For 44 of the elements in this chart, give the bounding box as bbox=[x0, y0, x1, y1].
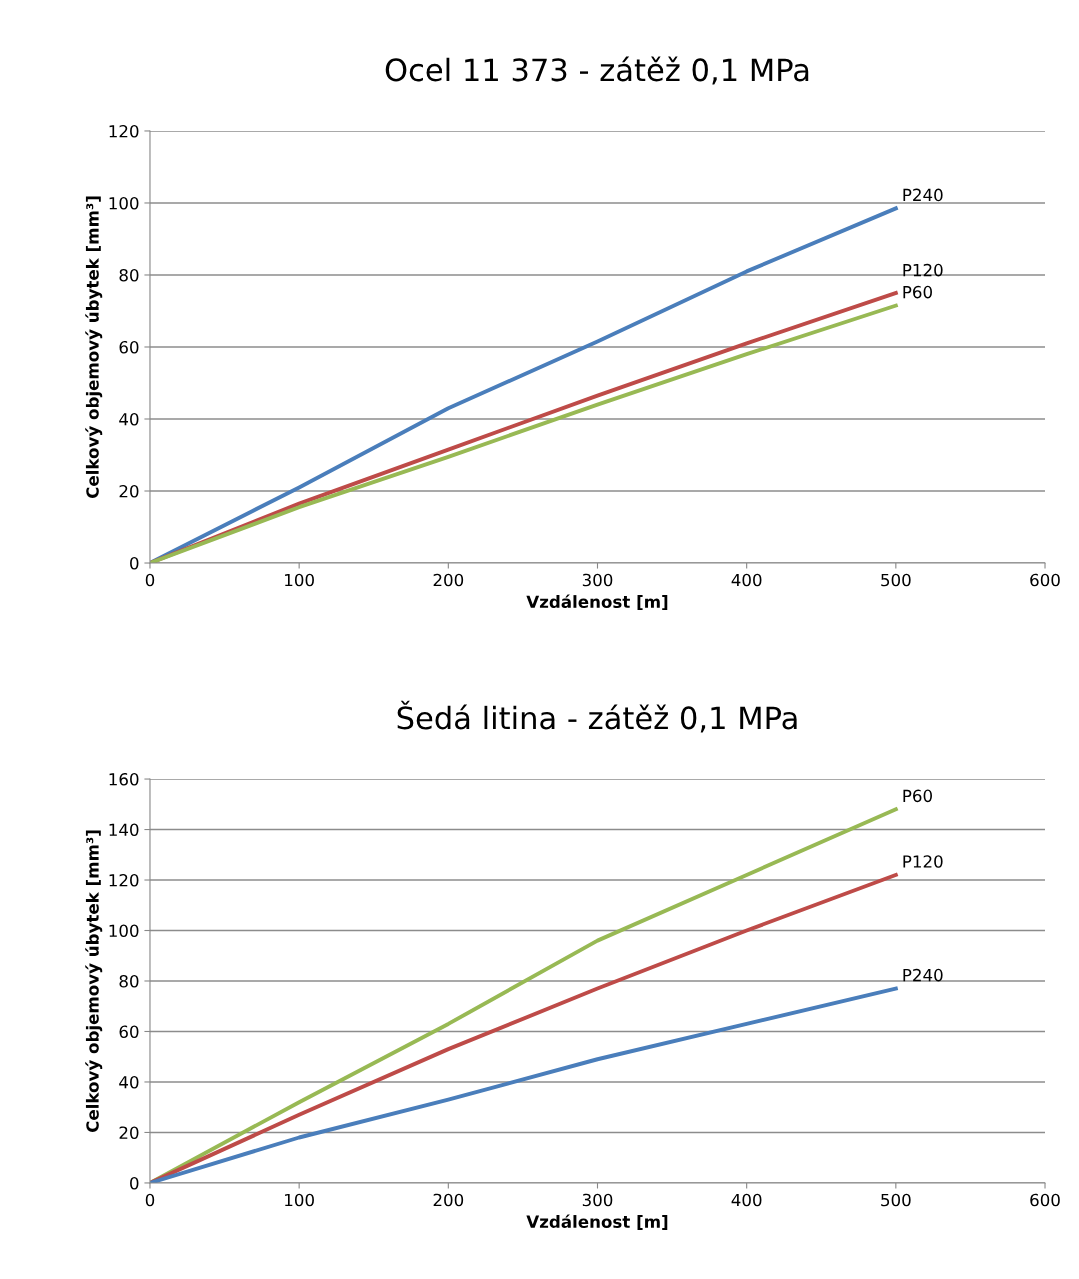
series-label: P60 bbox=[903, 789, 932, 803]
x-tick-label: 500 bbox=[881, 1193, 911, 1207]
series-label: P120 bbox=[903, 263, 943, 277]
x-tick-label: 600 bbox=[1030, 1193, 1060, 1207]
y-tick-label: 80 bbox=[119, 974, 139, 988]
y-tick-label: 140 bbox=[109, 823, 139, 837]
series-label: P120 bbox=[903, 855, 943, 868]
y-tick-label: 0 bbox=[130, 1176, 139, 1190]
y-tick-label: 100 bbox=[109, 196, 139, 210]
line-series bbox=[149, 986, 898, 1183]
series-label: P240 bbox=[903, 188, 943, 202]
chart-title: Ocel 11 373 - zátěž 0,1 MPa bbox=[385, 56, 809, 85]
line-series bbox=[149, 807, 898, 1183]
y-tick-label: 120 bbox=[109, 873, 139, 887]
x-tick-label: 600 bbox=[1030, 573, 1060, 587]
y-tick-label: 160 bbox=[109, 773, 139, 786]
y-tick-label: 20 bbox=[119, 1126, 139, 1140]
y-tick-label: 60 bbox=[119, 1025, 139, 1039]
x-tick-label: 400 bbox=[731, 1193, 762, 1207]
x-axis-title: Vzdálenost [m] bbox=[526, 594, 668, 610]
x-tick-label: 300 bbox=[582, 1193, 613, 1207]
series-label: P60 bbox=[903, 285, 932, 299]
x-tick-label: 400 bbox=[731, 573, 762, 587]
y-tick-label: 40 bbox=[119, 412, 139, 426]
y-axis-title: Celkový objemový úbytek [mm³] bbox=[85, 196, 103, 499]
series-label: P240 bbox=[903, 968, 943, 982]
x-tick-label: 100 bbox=[285, 1193, 314, 1207]
x-tick-label: 200 bbox=[433, 1193, 464, 1207]
x-tick-label: 100 bbox=[285, 573, 314, 587]
y-tick-label: 0 bbox=[130, 556, 139, 570]
y-tick-label: 120 bbox=[109, 124, 139, 138]
y-tick-label: 60 bbox=[119, 340, 139, 354]
y-tick-label: 100 bbox=[109, 924, 139, 938]
x-tick-label: 200 bbox=[433, 573, 464, 587]
x-tick-label: 0 bbox=[145, 1193, 155, 1207]
y-tick-label: 20 bbox=[119, 484, 139, 498]
y-axis-title: Celkový objemový úbytek [mm³] bbox=[85, 830, 103, 1133]
y-tick-label: 80 bbox=[119, 268, 139, 282]
x-tick-label: 500 bbox=[881, 573, 911, 587]
x-tick-label: 0 bbox=[145, 573, 155, 587]
y-tick-label: 40 bbox=[119, 1075, 139, 1089]
x-tick-label: 300 bbox=[582, 573, 613, 587]
x-axis-title: Vzdálenost [m] bbox=[526, 1214, 668, 1230]
chart-title: Šedá litina - zátěž 0,1 MPa bbox=[397, 700, 797, 733]
